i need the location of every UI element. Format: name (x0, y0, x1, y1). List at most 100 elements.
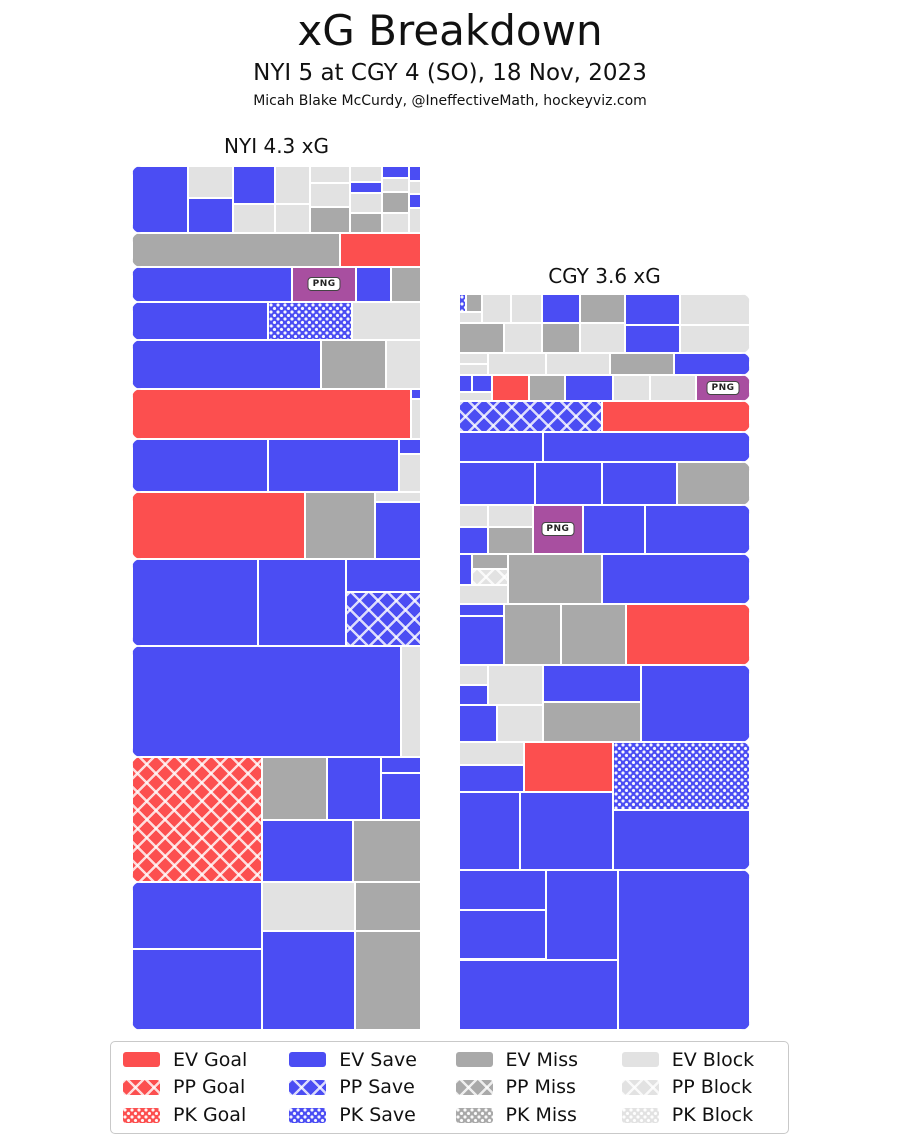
treemap-row-coleman-0-30: Coleman 0.30 (459, 604, 750, 666)
treemap-row-0-17-dobson: PNG0.17 Dobson (132, 267, 421, 302)
treemap-block-ev-block (459, 742, 525, 766)
treemap-block-ev-block (488, 352, 547, 376)
treemap-block-ev-save (132, 301, 268, 340)
pp-save-swatch-icon (289, 1079, 327, 1095)
treemap-block-ev-block (459, 584, 509, 605)
treemap-row-0-73-holmstrom: 0.73 Holmstrom (132, 882, 421, 1030)
treemap-block-ev-block (409, 180, 421, 195)
treemap-row-kadri-0-24: PNGKadri 0.24 (459, 504, 750, 554)
treemap-block-ev-ping: PNG (533, 504, 583, 554)
legend-item-pk-miss: PK Miss (455, 1104, 622, 1126)
treemap-block-ev-save (267, 439, 400, 492)
treemap-block-ev-block (459, 363, 489, 376)
legend-label: PP Miss (505, 1076, 576, 1099)
treemap-block-ev-miss (541, 323, 580, 353)
treemap-block-ev-block (233, 204, 276, 233)
treemap-block-ev-miss (488, 526, 534, 554)
treemap-block-ev-goal (524, 742, 614, 792)
legend-label: EV Block (671, 1048, 755, 1071)
treemap-row-huberdeau-0-79: Huberdeau 0.79 (459, 869, 750, 1030)
treemap-block-ev-save (459, 526, 489, 554)
treemap-block-ev-block (188, 166, 234, 199)
chart-title-cgy: CGY 3.6 xG (548, 264, 661, 288)
pp-miss-swatch-icon (455, 1079, 493, 1095)
treemap-block-ev-block (496, 705, 544, 743)
treemap-row-0-19-cizikas: 0.19 Cizikas (132, 301, 421, 340)
treemap-block-ev-block (351, 301, 421, 340)
treemap-block-ev-save (355, 267, 391, 302)
treemap-block-pp-goal (132, 756, 263, 883)
treemap-block-ev-block (488, 665, 544, 706)
treemap-block-ev-block (275, 166, 310, 205)
treemap-block-ev-save (645, 504, 750, 554)
treemap-row-0-33-all-others: 0.33 All Others (132, 166, 421, 233)
treemap-block-ev-miss (466, 294, 483, 312)
legend-item-ev-block: EV Block (621, 1048, 788, 1071)
treemap-block-ev-block (680, 294, 750, 326)
treemap-block-pp-block (472, 568, 509, 585)
legend-label: PK Goal (173, 1104, 247, 1127)
treemap-block-ev-block (459, 665, 489, 686)
treemap-block-ev-block (649, 375, 697, 402)
treemap-block-ev-save (459, 604, 505, 616)
treemap-block-ev-block (400, 645, 421, 757)
treemap-block-ev-save (459, 615, 505, 665)
treemap-block-ev-save (565, 375, 614, 402)
treemap-block-ev-block (459, 504, 489, 527)
treemap-block-ev-miss (262, 756, 328, 820)
treemap-block-ev-save (601, 553, 750, 605)
treemap-block-ev-save (132, 558, 258, 646)
treemap-block-ev-miss (543, 702, 641, 743)
game-subtitle: NYI 5 at CGY 4 (SO), 18 Nov, 2023 (253, 60, 647, 86)
treemap-row-sharangovich-0-15: Sharangovich 0.15 (459, 401, 750, 432)
treemap-block-ev-goal (132, 491, 306, 559)
treemap-block-ev-block (482, 294, 512, 324)
treemap-block-ev-save (132, 882, 263, 949)
treemap-block-pp-save (459, 401, 602, 432)
treemap-block-ev-block (309, 166, 351, 183)
treemap-block-ev-goal (132, 388, 411, 440)
treemap-block-ev-block (459, 311, 483, 324)
treemap-row-backlund-0-38: Backlund 0.38 (459, 665, 750, 743)
treemap-block-ev-save (520, 791, 614, 870)
legend-item-ev-goal: EV Goal (123, 1049, 289, 1071)
treemap-block-ev-miss (508, 553, 602, 605)
treemap-block-ev-miss (677, 462, 750, 505)
treemap-block-ev-block (409, 208, 421, 233)
treemap-block-ev-save (257, 558, 346, 646)
treemap-block-ev-block (381, 212, 410, 233)
treemap-block-ev-block (410, 398, 421, 440)
treemap-block-pk-save (267, 301, 352, 340)
treemap-block-ev-block (386, 340, 421, 389)
treemap-block-ev-block (399, 453, 421, 492)
treemap-row-zadorov-0-11: Zadorov 0.11 (459, 352, 750, 376)
treemap-block-ev-save (399, 439, 421, 454)
treemap-block-ev-miss (321, 340, 387, 389)
treemap-block-ev-block (511, 294, 542, 324)
treemap-block-ev-save (543, 665, 641, 702)
treemap-row-0-24-wahlstrom: 0.24 Wahlstrom (132, 340, 421, 389)
treemap-block-ev-save (459, 705, 497, 743)
legend-label: PK Save (339, 1104, 416, 1127)
treemap-block-ev-save (617, 869, 750, 1030)
treemap-block-ev-goal (492, 375, 529, 402)
treemap-block-ev-miss (528, 375, 566, 402)
treemap-block-ev-miss (305, 491, 375, 559)
treemap-row-0-17-fasching: 0.17 Fasching (132, 232, 421, 268)
treemap-block-ev-save (350, 182, 382, 194)
legend-item-pk-save: PK Save (289, 1104, 455, 1126)
treemap-block-ev-miss (350, 212, 382, 233)
treemap-block-ev-save (459, 553, 473, 585)
treemap-block-ev-save (262, 931, 355, 1030)
ev-block-swatch-icon (621, 1052, 659, 1068)
treemap-block-ev-save (132, 166, 189, 233)
treemap-block-ev-block (381, 178, 410, 193)
treemap-block-ev-block (350, 193, 382, 213)
legend-label: PP Save (339, 1076, 415, 1099)
legend: EV Goal EV Save EV Miss EV Block PP Goal PP S… (110, 1041, 789, 1134)
treemap-row-0-25-nelson: 0.25 Nelson (132, 388, 421, 440)
credit-line: Micah Blake McCurdy, @IneffectiveMath, h… (253, 93, 647, 109)
treemap-block-ev-save (262, 819, 354, 883)
treemap-block-ev-miss (459, 323, 505, 353)
